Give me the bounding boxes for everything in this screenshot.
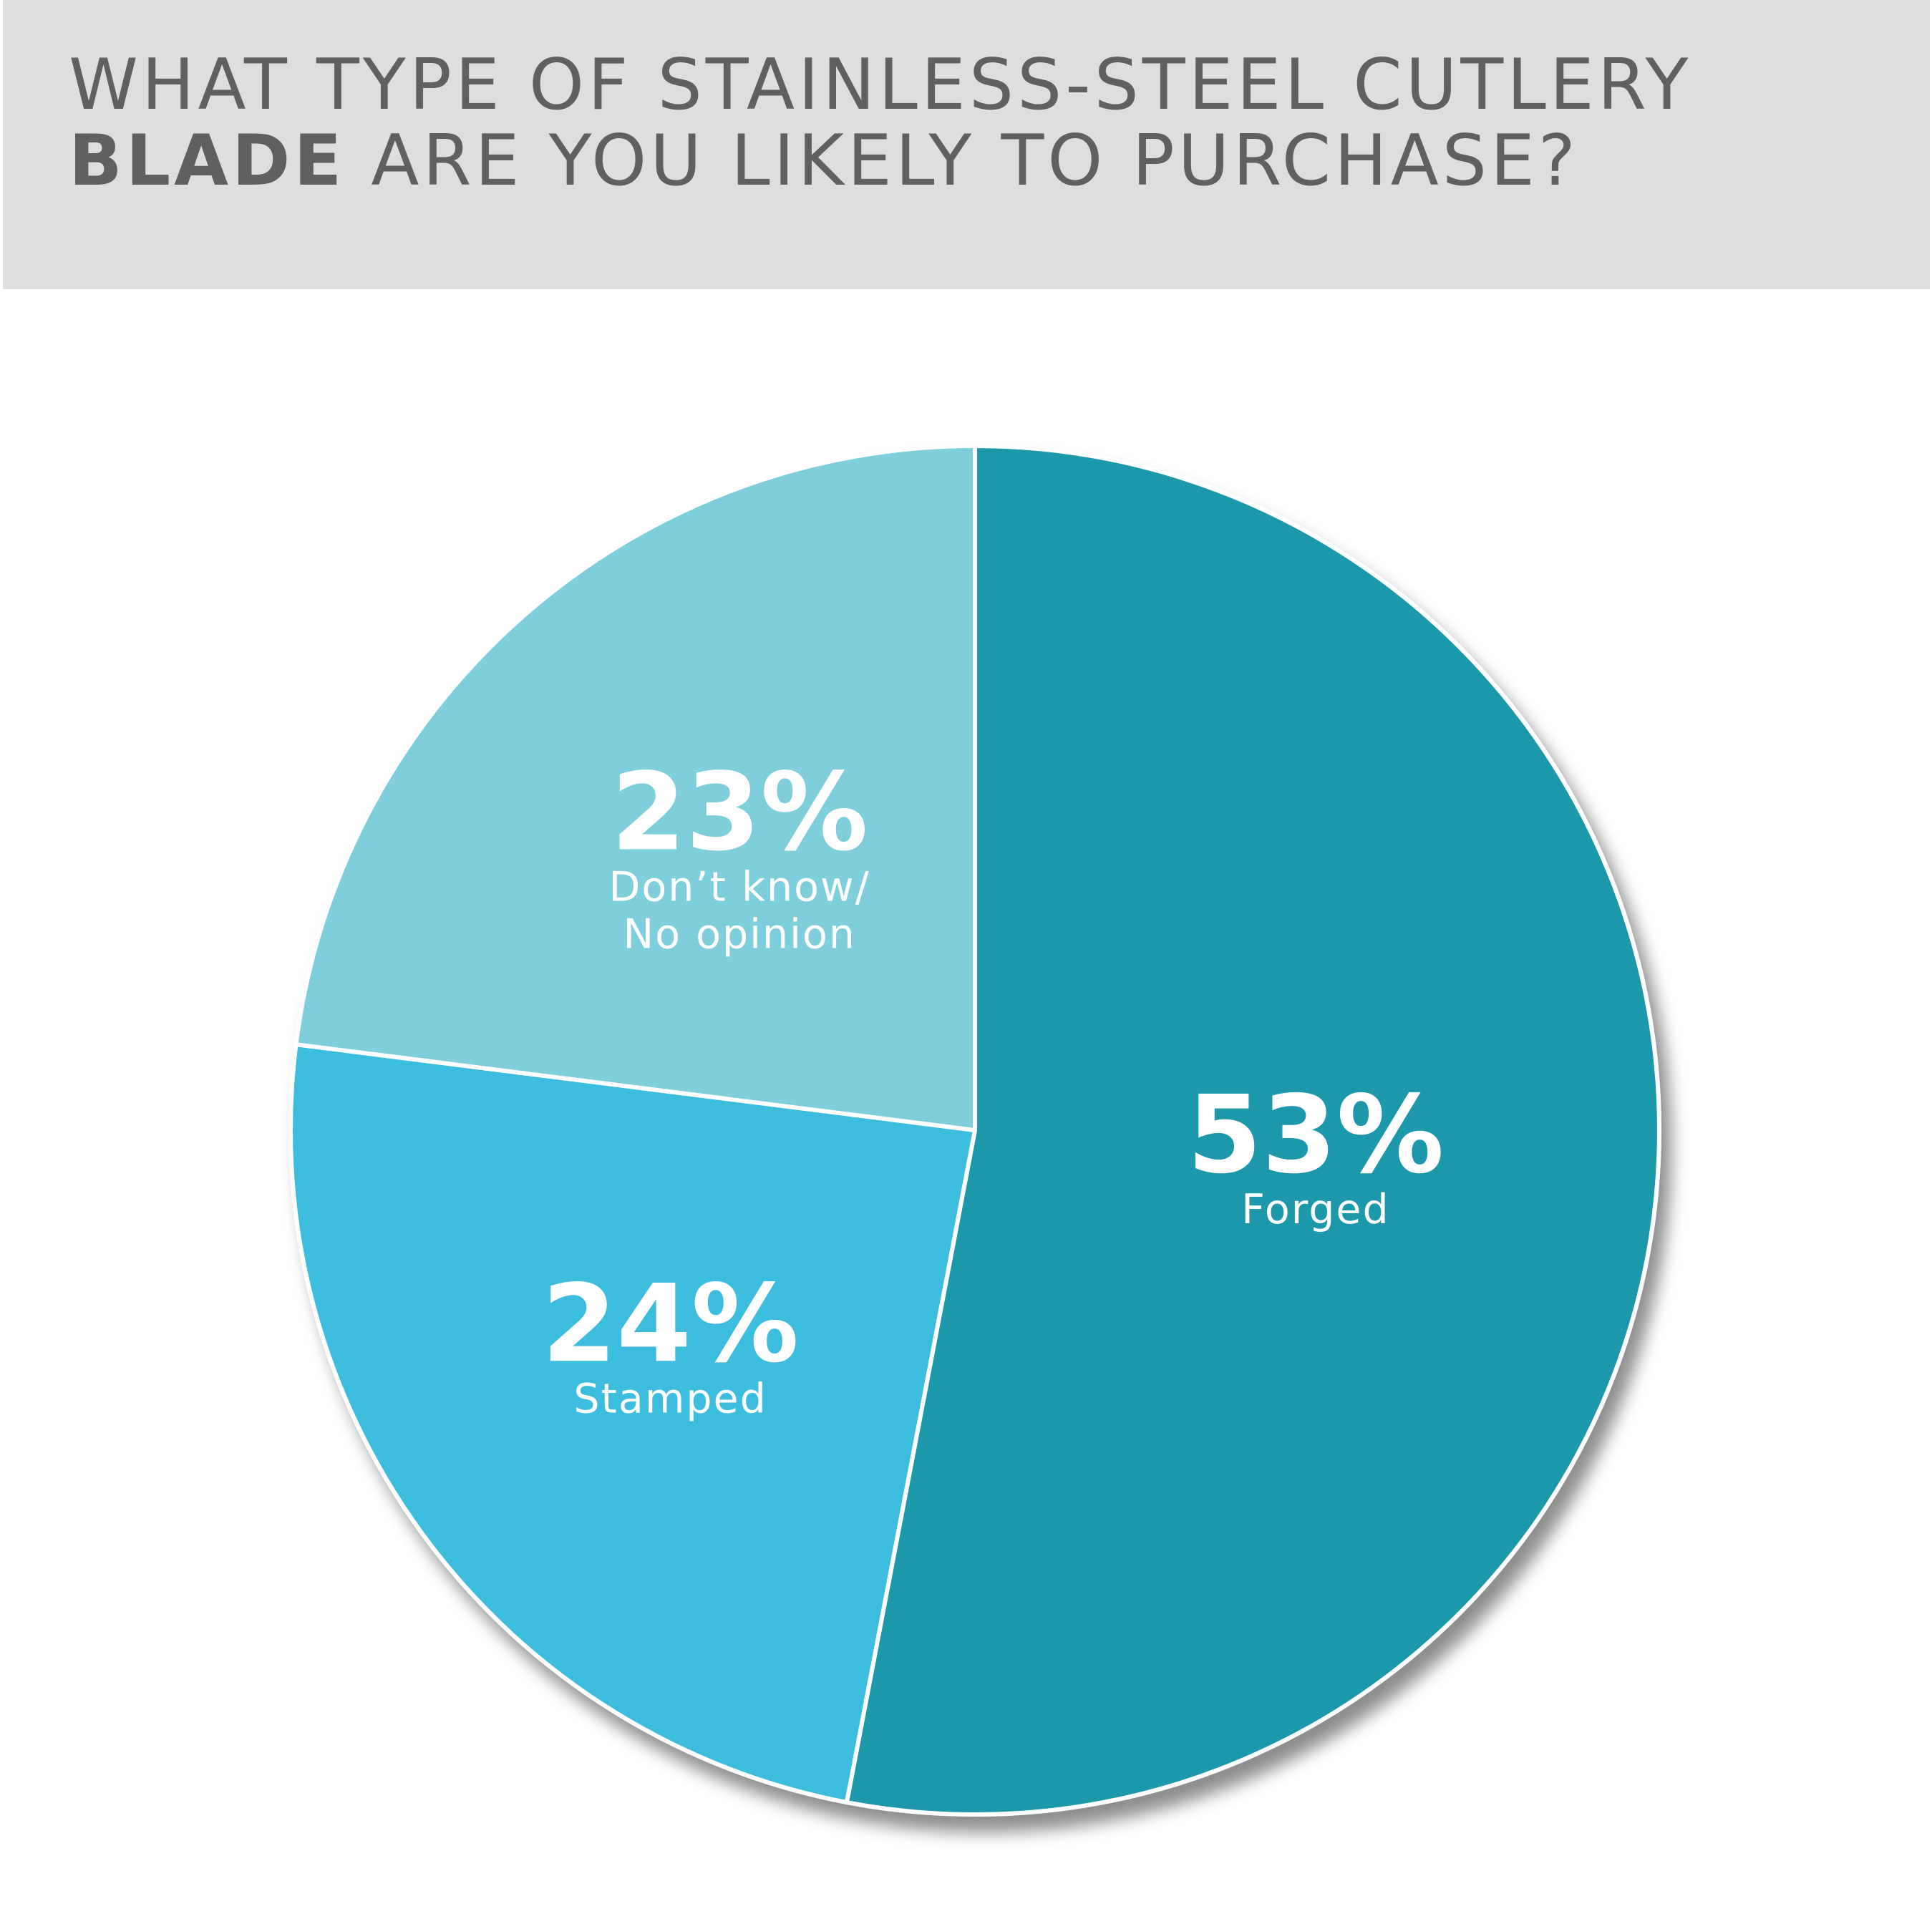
header-band: WHAT TYPE OF STAINLESS-STEEL CUTLERY BLA… bbox=[3, 0, 1930, 289]
slice-category-label: Forged bbox=[1241, 1186, 1390, 1233]
slice-percent-label: 24% bbox=[542, 1262, 799, 1386]
title-line-2: ARE YOU LIKELY TO PURCHASE? bbox=[345, 120, 1579, 202]
pie-slices bbox=[288, 444, 1661, 1817]
pie-slice-stamped bbox=[288, 1042, 977, 1805]
slice-percent-label: 53% bbox=[1187, 1073, 1444, 1197]
chart-title: WHAT TYPE OF STAINLESS-STEEL CUTLERY BLA… bbox=[69, 47, 1873, 199]
slice-percent-label: 23% bbox=[611, 750, 868, 875]
pie-slice-forged bbox=[844, 444, 1661, 1817]
title-bold-word: BLADE bbox=[69, 120, 346, 202]
pie-chart: 53%Forged 24%Stamped 23%Don’t know/No opin… bbox=[288, 444, 1661, 1817]
slice-category-label: Stamped bbox=[573, 1375, 767, 1422]
slice-category-label: Don’t know/ bbox=[609, 863, 870, 910]
title-line-1: WHAT TYPE OF STAINLESS-STEEL CUTLERY bbox=[69, 44, 1692, 126]
pie-labels: 53%Forged 24%Stamped 23%Don’t know/No opin… bbox=[542, 750, 1444, 1422]
pie-slice-don-t-know-no-opinion bbox=[293, 444, 977, 1132]
chart-area: 53% Forged 24% Stamped 23% Don’t know/No opin… bbox=[0, 289, 1932, 1929]
slice-category-label: No opinion bbox=[623, 910, 855, 958]
